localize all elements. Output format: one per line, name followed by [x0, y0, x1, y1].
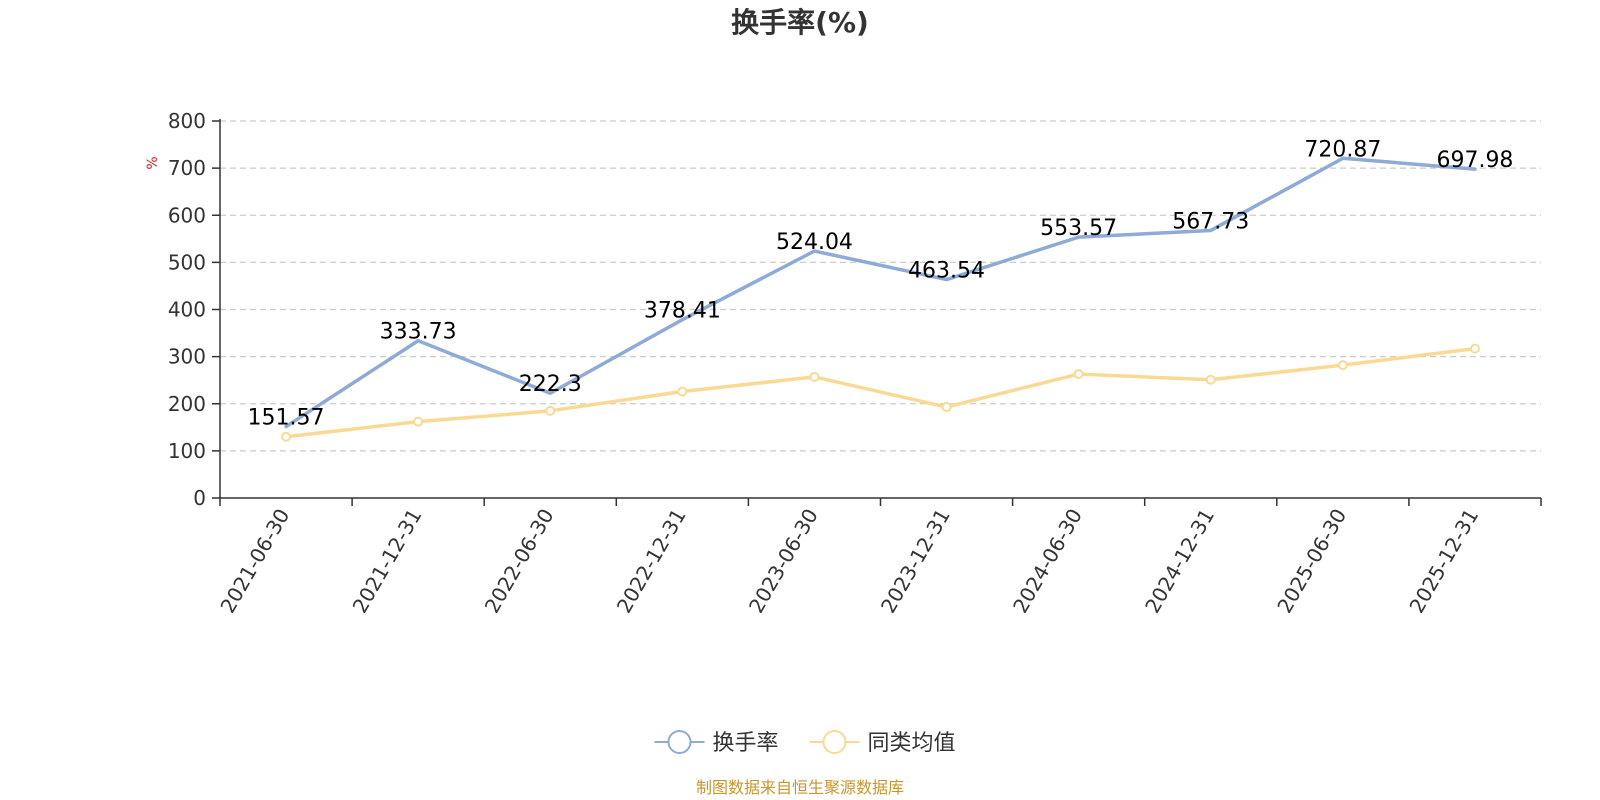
y-tick-label-300: 300 [168, 345, 206, 369]
legend-label-1: 同类均值 [868, 731, 956, 756]
x-tick-label-2021-06-30: 2021-06-30 [215, 505, 294, 618]
y-tick-label-500: 500 [168, 250, 206, 274]
y-tick-label-200: 200 [168, 392, 206, 416]
x-tick-label-2024-06-30: 2024-06-30 [1008, 505, 1087, 618]
data-label-0-5: 463.54 [908, 259, 985, 284]
series-1-point-5 [941, 402, 952, 413]
x-tick-label-2021-12-31: 2021-12-31 [348, 505, 427, 618]
legend-marker-0 [667, 730, 692, 754]
series-1-point-2 [545, 405, 556, 416]
series-lines [281, 156, 1480, 442]
data-labels: 151.57 333.73 222.3 378.41 524.04 463.54 553.5… [248, 137, 1514, 430]
y-tick-label-100: 100 [168, 439, 206, 463]
grid-lines [220, 120, 1541, 452]
x-tick-label-2025-12-31: 2025-12-31 [1404, 505, 1483, 618]
series-1-point-7 [1205, 374, 1216, 385]
y-tick-label-400: 400 [168, 298, 206, 322]
legend-item-0[interactable]: 换手率 [654, 730, 779, 756]
data-label-0-7: 567.73 [1172, 209, 1249, 234]
data-label-0-0: 151.57 [248, 406, 325, 431]
y-axis-unit-label: % [145, 156, 161, 169]
data-label-0-2: 222.3 [519, 372, 582, 397]
x-tick-label-2023-12-31: 2023-12-31 [876, 505, 955, 618]
x-tick-label-2024-12-31: 2024-12-31 [1140, 505, 1219, 618]
data-label-0-9: 697.98 [1436, 148, 1513, 173]
y-tick-label-0: 0 [193, 486, 206, 510]
series-1-point-9 [1469, 343, 1480, 354]
axes: 0 100 200 300 400 500 600 700 800 2021-06-30 2021-… [168, 109, 1542, 618]
x-tick-label-2022-06-30: 2022-06-30 [480, 505, 559, 618]
legend-marker-1 [822, 730, 847, 754]
series-line-1 [284, 346, 1477, 439]
x-tick-label-2025-06-30: 2025-06-30 [1272, 505, 1351, 618]
data-label-0-8: 720.87 [1304, 137, 1381, 162]
legend[interactable]: 换手率 同类均值 [654, 730, 956, 756]
legend-label-0: 换手率 [713, 731, 779, 756]
data-label-0-6: 553.57 [1040, 216, 1117, 241]
series-1-point-0 [281, 431, 292, 442]
data-label-0-3: 378.41 [644, 299, 721, 324]
series-1-point-4 [809, 371, 820, 382]
y-tick-label-800: 800 [168, 109, 206, 133]
series-1-point-8 [1337, 360, 1348, 371]
y-tick-label-600: 600 [168, 203, 206, 227]
legend-item-1[interactable]: 同类均值 [809, 730, 956, 756]
y-tick-label-700: 700 [168, 156, 206, 180]
series-1-point-6 [1073, 369, 1084, 380]
x-tick-label-2022-12-31: 2022-12-31 [612, 505, 691, 618]
x-tick-label-2023-06-30: 2023-06-30 [744, 505, 823, 618]
data-label-0-4: 524.04 [776, 230, 853, 255]
series-1-point-3 [677, 386, 688, 397]
chart-title: 换手率(%) [731, 6, 869, 39]
series-1-point-1 [413, 416, 424, 427]
data-label-0-1: 333.73 [380, 320, 457, 345]
series-line-0 [284, 156, 1477, 429]
source-note: 制图数据来自恒生聚源数据库 [696, 778, 904, 797]
